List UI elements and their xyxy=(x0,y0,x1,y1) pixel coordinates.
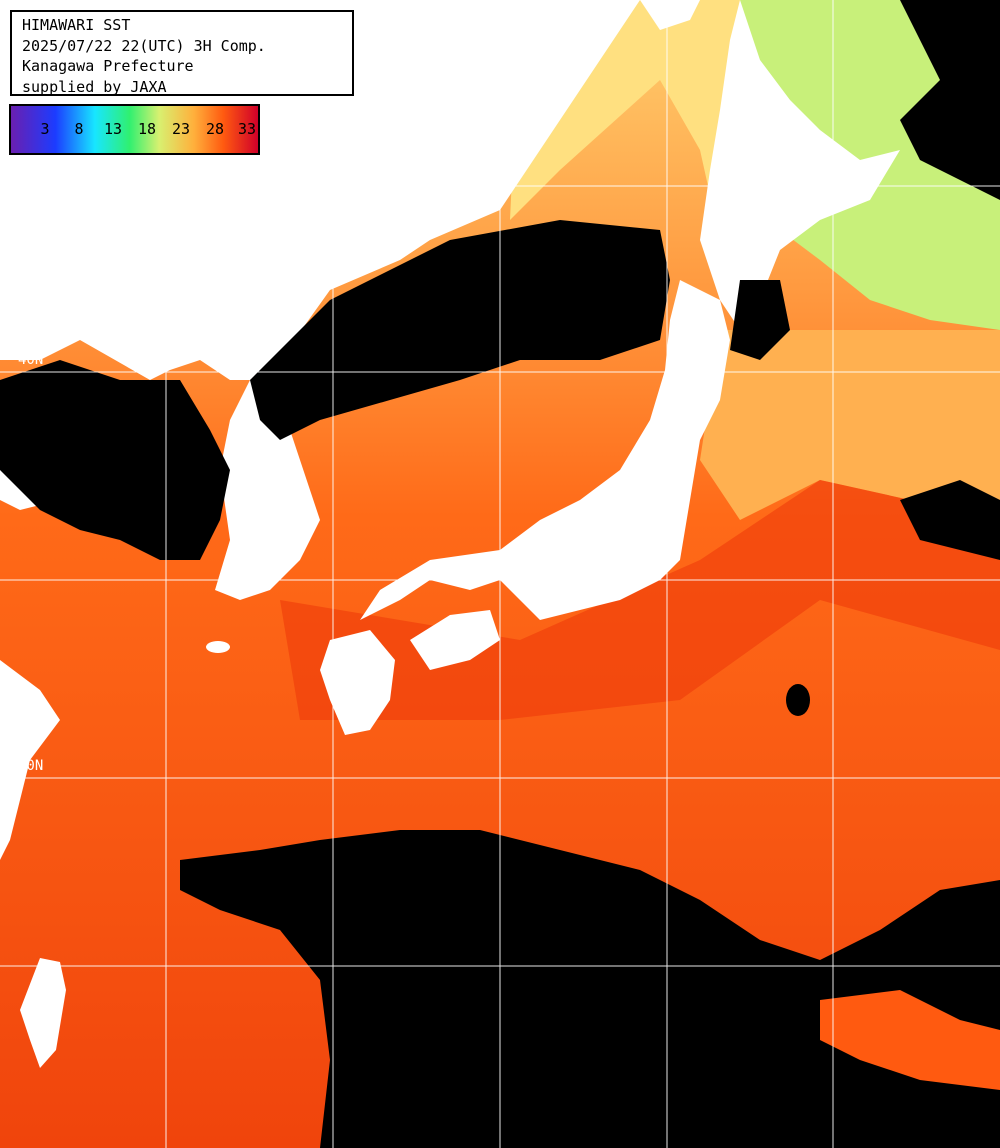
temperature-colorbar: 3 8 13 18 23 28 33 xyxy=(9,104,260,155)
cloud-east-pacific xyxy=(900,480,1000,560)
cloud-tohoku-east xyxy=(730,280,790,360)
region-name: Kanagawa Prefecture xyxy=(22,57,194,75)
land-china-coast xyxy=(0,660,60,860)
map-info-box: HIMAWARI SST 2025/07/22 22(UTC) 3H Comp.… xyxy=(10,10,354,96)
land-honshu xyxy=(360,280,730,620)
land-shikoku xyxy=(410,610,500,670)
colorbar-tick: 18 xyxy=(137,120,157,138)
land-taiwan xyxy=(20,958,66,1068)
cloud-north-hokkaido xyxy=(900,0,1000,200)
colorbar-tick: 28 xyxy=(205,120,225,138)
land-jeju xyxy=(206,641,230,653)
cloud-yellow-sea xyxy=(0,360,230,560)
cloud-sea-of-japan xyxy=(250,220,670,440)
observation-time: 2025/07/22 22(UTC) 3H Comp. xyxy=(22,36,266,55)
colorbar-tick: 33 xyxy=(237,120,257,138)
product-title: HIMAWARI SST xyxy=(22,16,131,34)
land-kyushu xyxy=(320,630,395,735)
land-korea xyxy=(215,370,320,600)
land-hokkaido xyxy=(700,0,900,330)
mild-sea-east xyxy=(700,330,1000,520)
cloud-pacific-cell xyxy=(786,684,810,716)
data-supplier: supplied by JAXA xyxy=(22,77,167,96)
land-sakhalin xyxy=(640,0,700,30)
colorbar-tick: 8 xyxy=(74,120,84,138)
cloud-south-band xyxy=(180,830,1000,1148)
latitude-label-30n: 30N xyxy=(18,758,44,774)
colorbar-tick: 13 xyxy=(103,120,123,138)
latitude-label-40n: 40N xyxy=(18,352,44,368)
colorbar-tick: 23 xyxy=(171,120,191,138)
cloud-south-east-gap xyxy=(820,990,1000,1090)
colorbar-tick: 3 xyxy=(40,120,50,138)
